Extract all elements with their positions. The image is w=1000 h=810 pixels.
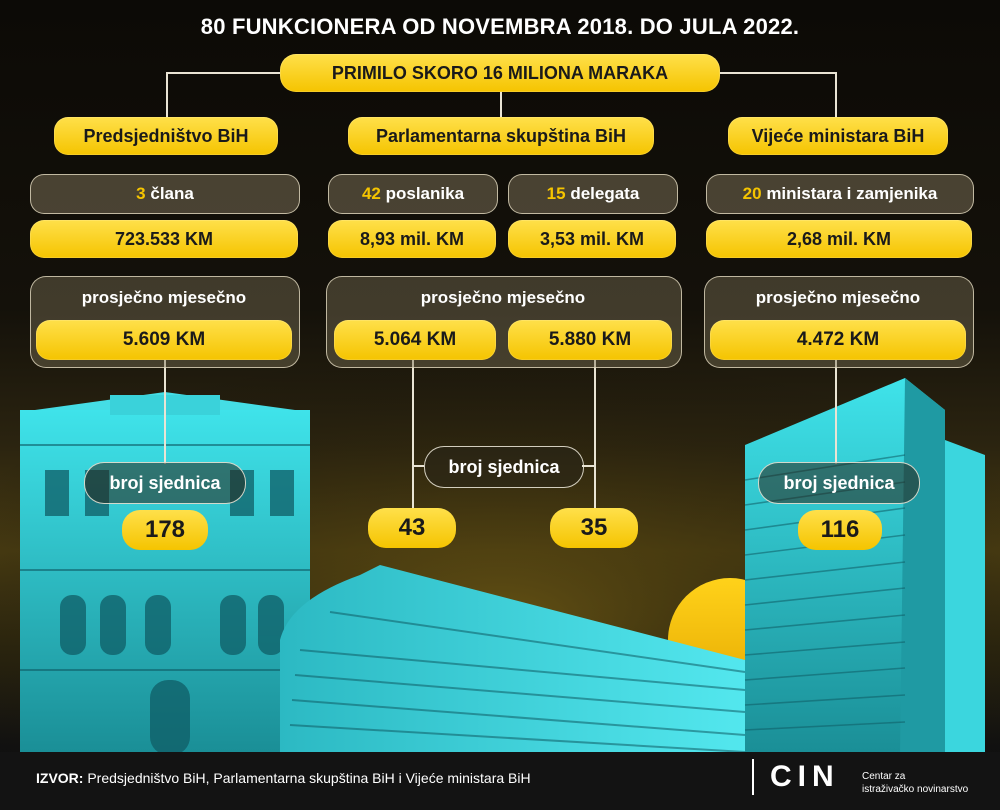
parliament-reps-avg: 5.064 KM	[334, 320, 496, 360]
connector-middle-drop	[500, 90, 502, 118]
presidency-sessions-value: 178	[122, 510, 208, 550]
source-line: IZVOR: Predsjedništvo BiH, Parlamentarna…	[36, 770, 531, 786]
council-avg-label: prosječno mjesečno	[755, 288, 921, 307]
parliament-avg-label: prosječno mjesečno	[420, 288, 586, 307]
subtitle-banner: PRIMILO SKORO 16 MILIONA MARAKA	[280, 54, 720, 92]
parliament-delegates: 15 delegata	[508, 174, 678, 214]
council-sessions-label: broj sjednica	[758, 462, 920, 504]
presidency-avg-value: 5.609 KM	[36, 320, 292, 360]
presidency-members-label: člana	[150, 184, 194, 203]
footer	[0, 752, 1000, 810]
council-avg-value: 4.472 KM	[710, 320, 966, 360]
presidency-members: 3 člana	[30, 174, 300, 214]
presidency-members-count: 3	[136, 184, 146, 203]
connector-mid-sessions-h2	[582, 465, 594, 467]
connector-left-drop	[166, 72, 168, 118]
parliament-reps-label: poslanika	[385, 184, 465, 203]
parliament-building-icon	[280, 565, 746, 755]
parliament-delegates-count: 15	[546, 184, 566, 203]
council-sessions-value: 116	[798, 510, 882, 550]
parliament-delegates-total: 3,53 mil. KM	[508, 220, 676, 258]
connector-left-sessions	[164, 360, 166, 464]
presidency-header: Predsjedništvo BiH	[54, 117, 278, 155]
council-members: 20 ministara i zamjenika	[706, 174, 974, 214]
council-header: Vijeće ministara BiH	[728, 117, 948, 155]
connector-mid-sessions-h	[412, 465, 424, 467]
logo-divider	[752, 759, 754, 795]
parliament-delegates-avg: 5.880 KM	[508, 320, 672, 360]
council-total: 2,68 mil. KM	[706, 220, 972, 258]
parliament-delegates-sessions-value: 35	[550, 508, 638, 548]
cin-logo: CIN	[770, 760, 840, 793]
parliament-reps-count: 42	[361, 184, 381, 203]
parliament-reps: 42 poslanika	[328, 174, 498, 214]
cin-logo-subtitle-line1: Centar za	[862, 771, 906, 782]
page-title: 80 FUNKCIONERA OD NOVEMBRA 2018. DO JULA…	[200, 14, 800, 39]
connector-right-drop	[835, 72, 837, 118]
cin-logo-subtitle-line2: istraživačko novinarstvo	[862, 784, 969, 795]
connector-mid-left	[412, 360, 414, 510]
parliament-reps-total: 8,93 mil. KM	[328, 220, 496, 258]
parliament-header: Parlamentarna skupština BiH	[348, 117, 654, 155]
presidency-avg-label: prosječno mjesečno	[81, 288, 247, 307]
connector-mid-right	[594, 360, 596, 510]
source-label: IZVOR:	[36, 770, 84, 786]
parliament-delegates-label: delegata	[570, 184, 640, 203]
council-members-label: ministara i zamjenika	[766, 184, 938, 203]
presidency-sessions-label: broj sjednica	[84, 462, 246, 504]
source-text: Predsjedništvo BiH, Parlamentarna skupšt…	[87, 770, 531, 786]
cin-logo-subtitle: Centar za istraživačko novinarstvo	[862, 770, 968, 796]
presidency-total: 723.533 KM	[30, 220, 298, 258]
council-members-count: 20	[742, 184, 762, 203]
parliament-reps-sessions-value: 43	[368, 508, 456, 548]
parliament-sessions-label: broj sjednica	[424, 446, 584, 488]
connector-right-sessions	[835, 360, 837, 464]
